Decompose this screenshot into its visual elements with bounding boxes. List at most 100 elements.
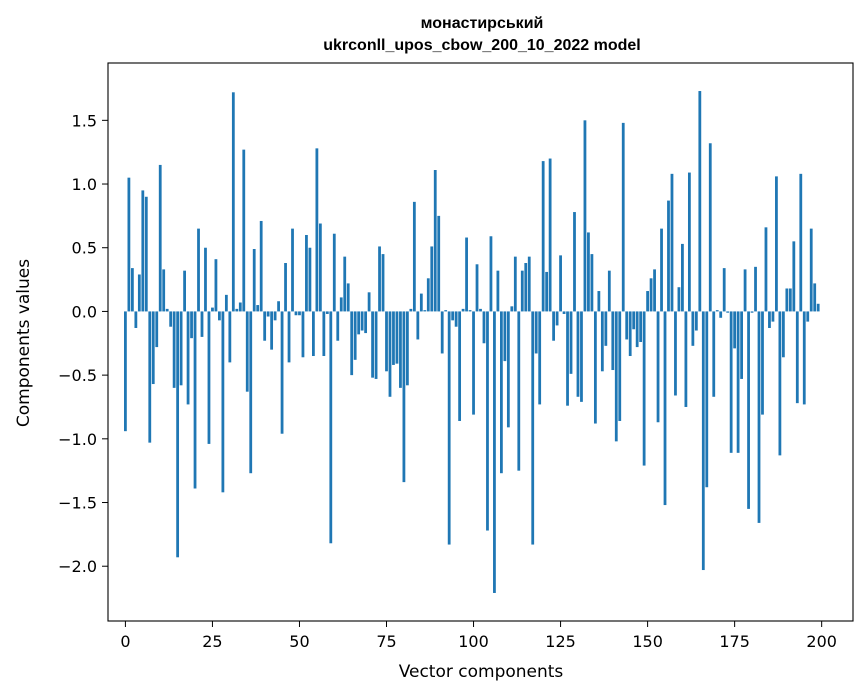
bar-15	[176, 311, 180, 558]
bar-37	[252, 249, 256, 312]
bar-141	[614, 311, 618, 442]
bar-144	[625, 311, 629, 340]
bar-62	[339, 297, 343, 312]
bar-2	[130, 268, 134, 312]
bar-10	[158, 164, 162, 312]
y-tick-label-4: 0.0	[72, 302, 97, 321]
bar-69	[364, 311, 368, 334]
bar-46	[284, 263, 287, 312]
bar-79	[399, 311, 402, 388]
bar-167	[705, 311, 709, 488]
x-tick-label-4: 100	[458, 632, 489, 651]
bar-53	[308, 247, 312, 312]
bar-156	[667, 200, 670, 312]
x-tick-label-5: 125	[545, 632, 576, 651]
bar-169	[712, 311, 716, 397]
bar-86	[423, 310, 427, 312]
bar-87	[426, 278, 430, 312]
bar-13	[169, 311, 173, 327]
bar-74	[381, 254, 385, 312]
bar-60	[332, 233, 336, 312]
bar-97	[461, 308, 465, 312]
bar-21	[197, 228, 200, 312]
bar-66	[353, 311, 357, 360]
bar-108	[500, 311, 503, 474]
bar-11	[162, 269, 166, 312]
bar-45	[280, 311, 284, 434]
bar-99	[468, 310, 472, 312]
bar-24	[207, 311, 211, 444]
bar-47	[287, 311, 291, 363]
bar-177	[740, 311, 743, 379]
x-tick-label-6: 150	[632, 632, 663, 651]
chart-title-line-2: ukrconll_upos_cbow_200_10_2022 model	[323, 37, 640, 54]
bar-115	[524, 263, 528, 312]
bar-101	[475, 264, 479, 312]
bar-93	[447, 311, 451, 545]
bar-186	[771, 311, 775, 322]
bar-152	[653, 269, 656, 312]
bar-133	[587, 232, 590, 312]
bar-19	[190, 311, 193, 339]
bar-138	[604, 311, 608, 346]
bar-81	[406, 311, 409, 386]
bar-20	[193, 311, 197, 489]
bar-1	[127, 177, 131, 312]
bar-16	[179, 311, 183, 386]
bar-27	[218, 311, 221, 321]
bar-143	[621, 122, 625, 312]
bar-188	[778, 311, 782, 456]
bar-71	[371, 311, 374, 378]
bar-183	[761, 311, 764, 415]
bar-63	[343, 256, 347, 312]
bar-31	[231, 92, 235, 312]
bar-119	[538, 311, 542, 405]
bar-120	[541, 161, 545, 312]
bar-70	[367, 292, 371, 312]
bar-154	[660, 228, 663, 312]
bar-64	[346, 283, 350, 312]
bar-91	[440, 311, 444, 354]
bar-26	[214, 259, 218, 312]
x-tick-label-3: 75	[376, 632, 396, 651]
bar-32	[235, 308, 239, 312]
bar-110	[506, 311, 510, 428]
bar-0	[124, 311, 127, 432]
plot-frame	[107, 62, 854, 622]
bar-163	[691, 311, 695, 346]
bar-59	[329, 311, 333, 544]
x-tick-label-1: 25	[202, 632, 222, 651]
bar-48	[291, 228, 294, 312]
bar-14	[172, 311, 176, 388]
ticks-group: 0 25 50 75 100 125 150 175 200 −2.0 −1.5 −1.0 −0.5 0.…	[58, 111, 837, 651]
bar-113	[517, 311, 521, 471]
bar-68	[360, 311, 364, 331]
bar-134	[590, 254, 594, 312]
bar-116	[527, 256, 531, 312]
bar-195	[802, 311, 806, 405]
bar-112	[513, 256, 517, 312]
bar-175	[733, 311, 737, 349]
bar-182	[757, 311, 761, 523]
bar-181	[754, 266, 757, 312]
bar-109	[503, 311, 507, 362]
bar-190	[785, 288, 789, 312]
bar-185	[768, 311, 771, 328]
bar-132	[583, 120, 587, 312]
bar-49	[294, 311, 298, 316]
y-tick-label-7: 1.5	[72, 111, 97, 130]
bar-85	[419, 293, 423, 312]
bar-36	[249, 311, 253, 474]
bar-194	[799, 173, 803, 312]
bar-184	[764, 227, 768, 312]
bar-153	[656, 311, 660, 423]
bar-174	[729, 311, 733, 453]
x-tick-label-8: 200	[806, 632, 837, 651]
bar-111	[510, 306, 514, 312]
bar-193	[795, 311, 799, 404]
bar-55	[315, 148, 319, 312]
bar-151	[649, 278, 653, 312]
bar-29	[224, 294, 228, 312]
bar-171	[719, 311, 723, 318]
